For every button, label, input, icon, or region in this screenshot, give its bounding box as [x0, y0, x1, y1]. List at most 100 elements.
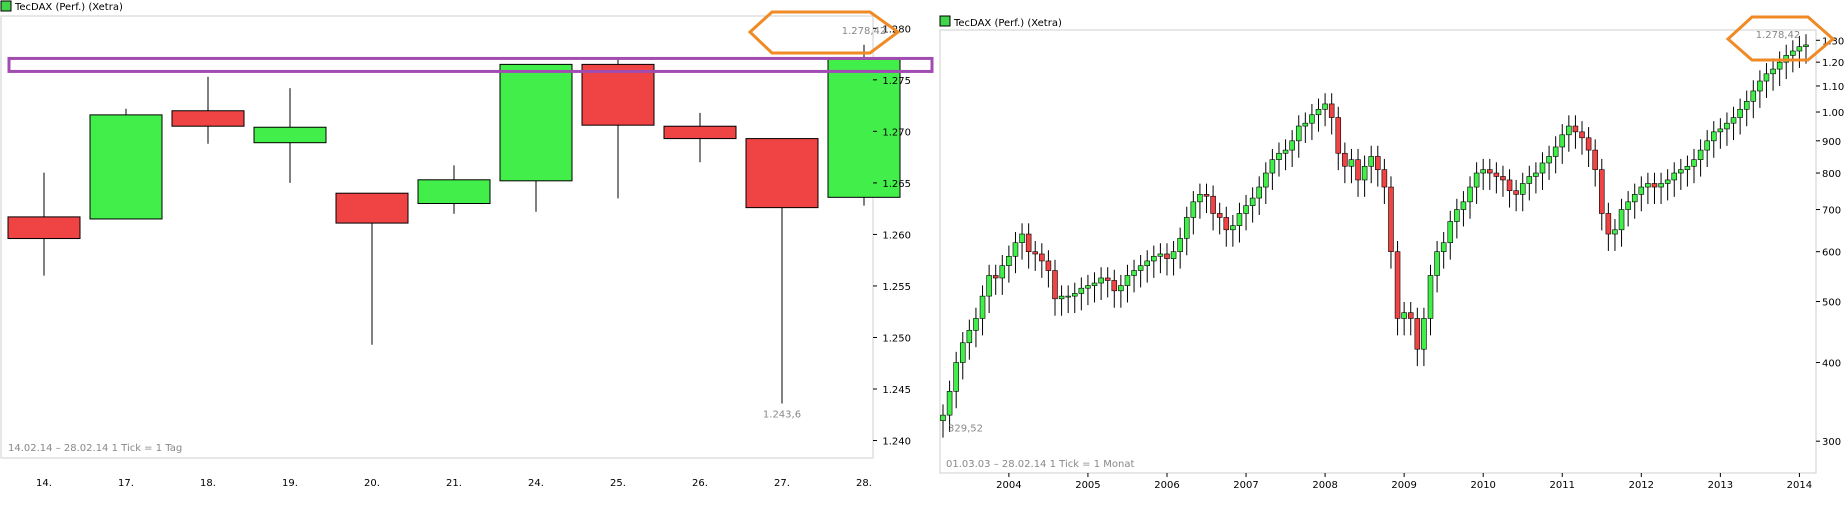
- y-tick-label: 1.240: [882, 437, 911, 448]
- candle-body: [581, 63, 655, 126]
- candle-body: [1006, 255, 1012, 267]
- candle-body: [1131, 270, 1137, 276]
- legend-label: TecDAX (Perf.) (Xetra): [14, 2, 123, 13]
- y-tick-label: 1.255: [882, 282, 911, 293]
- candle-body: [1770, 68, 1776, 75]
- candle-body: [1757, 80, 1763, 92]
- candle-body: [1322, 103, 1328, 110]
- x-tick-label: 2012: [1629, 480, 1654, 491]
- legend-swatch: [939, 15, 951, 27]
- candle-body: [1098, 277, 1104, 284]
- x-tick-label: 17.: [118, 478, 134, 489]
- candle-body: [1256, 186, 1262, 199]
- candle-body: [1434, 251, 1440, 276]
- x-tick-label: 20.: [364, 478, 380, 489]
- candle-body: [1249, 197, 1256, 206]
- candle-body: [1078, 287, 1085, 294]
- x-tick-label: 2014: [1787, 480, 1812, 491]
- candle-body: [940, 414, 946, 421]
- candle-body: [745, 138, 819, 209]
- plot-frame: [939, 29, 1817, 474]
- candle-body: [1605, 213, 1612, 235]
- candle-body: [1282, 149, 1289, 154]
- plot-frame: [0, 15, 874, 459]
- candle-body: [1348, 159, 1355, 167]
- candle-body: [1678, 169, 1684, 174]
- candle-body: [1645, 183, 1651, 188]
- candle-body: [1210, 195, 1216, 214]
- candle-body: [253, 126, 327, 144]
- candle-body: [1236, 213, 1243, 226]
- x-axis: 2004 2005 2006 2007 2008 2009 2010 2011 2012 2013…: [996, 473, 1812, 491]
- y-tick-label: 1.270: [882, 127, 911, 138]
- y-tick-label: 1.265: [882, 179, 911, 190]
- candle-body: [1342, 152, 1348, 167]
- candle-body: [1730, 117, 1737, 124]
- legend-swatch: [0, 0, 12, 12]
- candle-body: [1302, 122, 1309, 127]
- candle-body: [1454, 209, 1460, 222]
- candle-body: [946, 391, 953, 416]
- candle-body: [1566, 125, 1572, 136]
- candle-body: [1440, 242, 1447, 252]
- candle-body: [1750, 90, 1757, 102]
- candle-body: [973, 318, 979, 331]
- candle-body: [1170, 251, 1177, 259]
- candle-body: [1585, 137, 1592, 151]
- candle-body: [1019, 233, 1025, 244]
- candle-body: [1513, 190, 1519, 195]
- x-tick-label: 2004: [996, 480, 1021, 491]
- y-tick-label: 600: [1822, 248, 1841, 259]
- candle-body: [1071, 293, 1078, 297]
- y-axis: 1.300 1.200 1.100 1.000 900 800 700 600 500 400 30…: [1816, 36, 1844, 448]
- candle-body: [1599, 169, 1605, 214]
- candle-body: [966, 330, 973, 344]
- candle-body: [1157, 253, 1164, 257]
- candle-body: [1447, 221, 1454, 244]
- candles: [940, 34, 1809, 438]
- candle-body: [1737, 108, 1743, 118]
- y-tick-label: 300: [1822, 437, 1841, 448]
- candle-body: [1355, 159, 1361, 181]
- candle-body: [1197, 194, 1203, 203]
- candle-body: [1552, 146, 1559, 157]
- candle-body: [1664, 179, 1671, 184]
- candle-body: [1717, 128, 1724, 133]
- candle-body: [1592, 149, 1598, 170]
- candle-body: [1118, 285, 1124, 292]
- candle-body: [1612, 229, 1618, 235]
- candle-body: [827, 58, 901, 198]
- highlight-hexagon: [1725, 15, 1836, 62]
- y-tick-label: 1.300: [1822, 36, 1844, 47]
- candles: [7, 44, 901, 404]
- x-tick-label: 14.: [36, 478, 52, 489]
- x-tick-label: 24.: [528, 478, 544, 489]
- x-tick-label: 27.: [774, 478, 790, 489]
- candle-body: [171, 110, 245, 127]
- y-tick-label: 1.200: [1822, 58, 1844, 69]
- y-tick-label: 1.100: [1822, 82, 1844, 93]
- candle-body: [1216, 213, 1223, 218]
- x-tick-label: 2007: [1233, 480, 1258, 491]
- candle-body: [986, 275, 992, 297]
- candle-body: [1526, 176, 1533, 184]
- candle-body: [1493, 172, 1500, 177]
- x-tick-label: 2009: [1391, 480, 1416, 491]
- candle-body: [1085, 285, 1091, 289]
- candle-body: [417, 179, 491, 205]
- candle-body: [1414, 318, 1421, 350]
- highlight-band: [7, 56, 934, 73]
- candle-body: [1164, 253, 1170, 259]
- candle-body: [1177, 238, 1183, 252]
- y-tick-label: 900: [1822, 137, 1841, 148]
- candle-body: [1539, 162, 1546, 174]
- candle-body: [1203, 194, 1210, 197]
- candle-body: [1625, 201, 1631, 210]
- candle-body: [999, 265, 1006, 279]
- candle-body: [1427, 275, 1434, 319]
- y-tick-label: 400: [1822, 359, 1841, 370]
- daily-chart: TecDAX (Perf.) (Xetra) 1.2801.2751.2701.…: [0, 0, 934, 489]
- candle-body: [1151, 255, 1157, 262]
- candle-body: [1388, 186, 1394, 252]
